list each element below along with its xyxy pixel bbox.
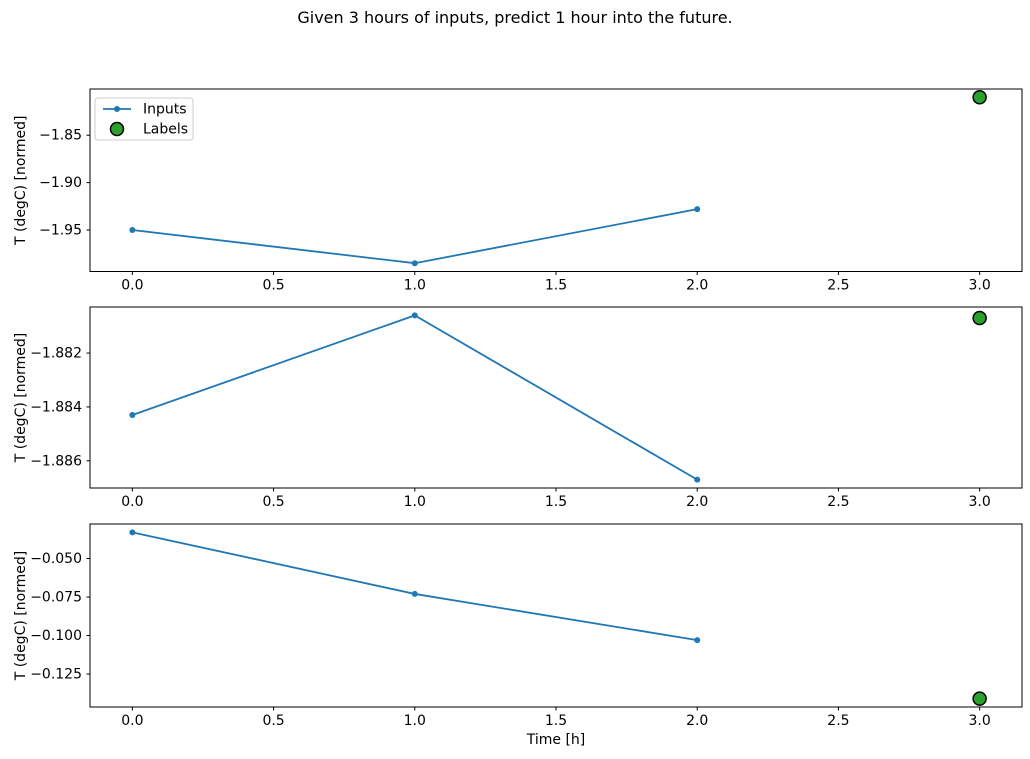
- y-tick-label: −1.90: [39, 175, 82, 191]
- inputs-marker: [129, 412, 136, 419]
- axes-spine: [89, 523, 1023, 708]
- x-tick-label: 1.0: [404, 278, 426, 294]
- y-tick-label: −1.882: [30, 346, 82, 362]
- inputs-marker: [411, 590, 418, 597]
- y-axis-label: T (degC) [normed]: [13, 551, 29, 682]
- legend-labels-label: Labels: [143, 122, 188, 138]
- y-axis-label: T (degC) [normed]: [13, 115, 29, 246]
- y-tick-label: −1.95: [39, 223, 82, 239]
- x-axis-label: Time [h]: [526, 732, 586, 748]
- y-tick-label: −0.100: [30, 628, 82, 644]
- x-tick-label: 0.5: [262, 278, 284, 294]
- x-tick-label: 3.0: [969, 494, 991, 510]
- x-tick-label: 2.0: [686, 494, 708, 510]
- subplot-1: 0.0 0.5 1.0 1.5 2.0 2.5 3.0 −1.85 −1.90 −1.95 T (d…: [13, 88, 1023, 294]
- labels-marker: [972, 310, 987, 326]
- x-tick-label: 0.5: [262, 494, 284, 510]
- x-tick-label: 2.5: [827, 713, 849, 729]
- x-tick-label: 0.0: [121, 713, 143, 729]
- legend-inputs-label: Inputs: [143, 102, 187, 118]
- inputs-marker: [694, 206, 701, 213]
- inputs-line: [132, 314, 698, 481]
- y-tick-label: −1.85: [39, 128, 82, 144]
- inputs-marker: [694, 637, 701, 644]
- y-tick-label: −0.075: [30, 590, 82, 606]
- x-tick-label: 1.5: [545, 278, 567, 294]
- inputs-marker: [129, 529, 136, 536]
- x-tick-label: 0.0: [121, 278, 143, 294]
- legend: Inputs Labels: [94, 97, 194, 141]
- subplot-2: 0.0 0.5 1.0 1.5 2.0 2.5 3.0 −1.882 −1.884 −1.886T…: [13, 306, 1023, 510]
- y-axis-label: T (degC) [normed]: [13, 333, 29, 464]
- subplot-3: 0.0 0.5 1.0 1.5 2.0 2.5 3.0 −0.050 −0.075 −0.100 −…: [13, 523, 1023, 729]
- inputs-line: [132, 208, 698, 265]
- labels-marker: [972, 691, 987, 706]
- x-tick-label: 3.0: [969, 713, 991, 729]
- x-tick-label: 0.5: [262, 713, 284, 729]
- inputs-marker: [129, 227, 136, 234]
- inputs-marker: [411, 312, 418, 319]
- y-tick-label: −1.886: [30, 453, 82, 469]
- axes-spine: [89, 88, 1023, 272]
- inputs-line: [132, 531, 698, 642]
- inputs-marker: [411, 260, 418, 267]
- figure-title: Given 3 hours of inputs, predict 1 hour …: [297, 8, 733, 27]
- x-tick-label: 2.0: [686, 278, 708, 294]
- x-tick-label: 1.0: [404, 713, 426, 729]
- x-tick-label: 3.0: [969, 278, 991, 294]
- legend-labels-marker: [109, 121, 125, 137]
- legend-inputs-marker: [114, 106, 120, 112]
- labels-marker: [972, 90, 987, 105]
- x-tick-label: 1.5: [545, 713, 567, 729]
- y-tick-label: −0.125: [30, 667, 82, 683]
- x-tick-label: 0.0: [121, 494, 143, 510]
- inputs-marker: [694, 476, 701, 483]
- x-tick-label: 2.5: [827, 494, 849, 510]
- x-tick-label: 2.5: [827, 278, 849, 294]
- y-tick-label: −1.884: [30, 399, 82, 415]
- y-tick-label: −0.050: [30, 551, 82, 567]
- x-tick-label: 2.0: [686, 713, 708, 729]
- x-tick-label: 1.0: [404, 494, 426, 510]
- x-tick-label: 1.5: [545, 494, 567, 510]
